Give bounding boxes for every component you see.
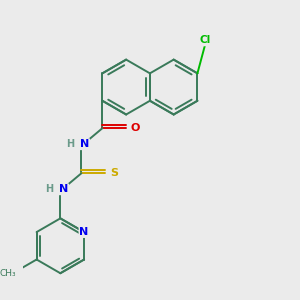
Text: N: N bbox=[80, 139, 89, 149]
Text: Cl: Cl bbox=[199, 35, 211, 45]
Text: O: O bbox=[131, 123, 140, 133]
Text: N: N bbox=[80, 227, 89, 237]
Text: S: S bbox=[110, 168, 118, 178]
Text: N: N bbox=[59, 184, 68, 194]
Text: CH₃: CH₃ bbox=[0, 269, 16, 278]
Text: H: H bbox=[66, 139, 74, 149]
Text: H: H bbox=[45, 184, 53, 194]
